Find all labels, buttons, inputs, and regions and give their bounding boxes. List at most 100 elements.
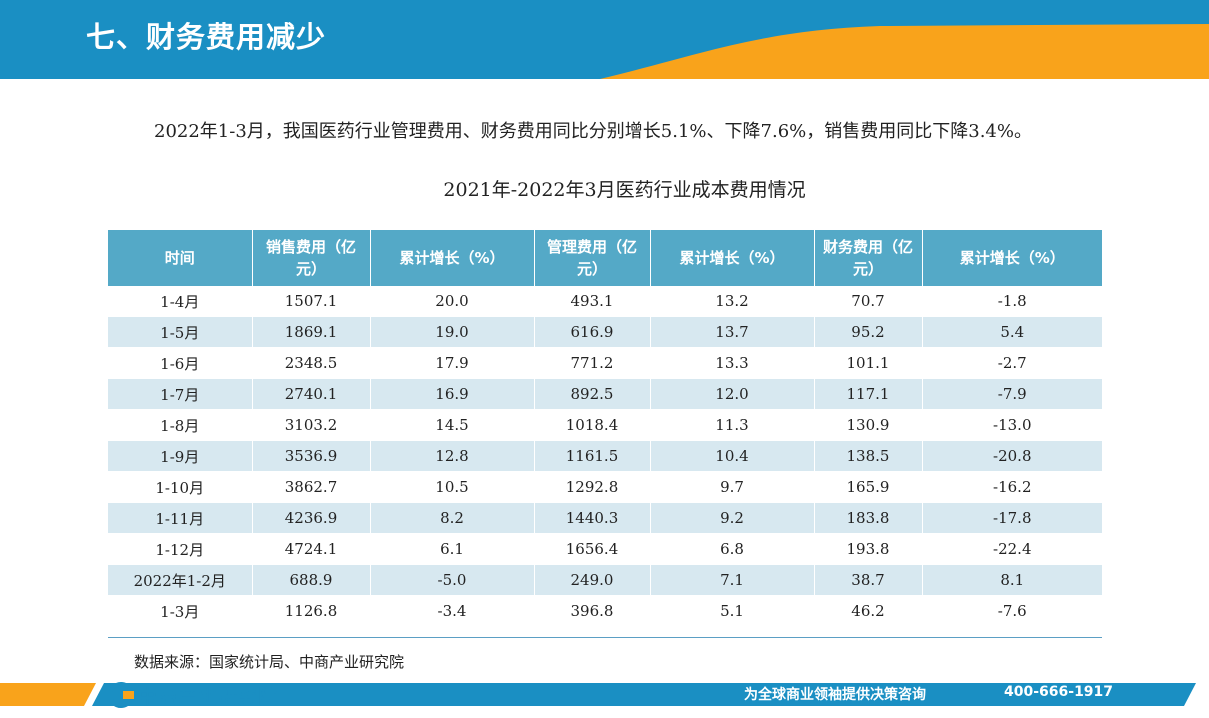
cell-sales-growth: 10.5 <box>370 471 535 503</box>
header-time: 时间 <box>108 230 253 286</box>
cell-finance-expense: 38.7 <box>814 564 923 596</box>
cell-admin-expense: 1292.8 <box>534 471 651 503</box>
cell-admin-growth: 7.1 <box>650 564 815 596</box>
cell-time: 1-4月 <box>108 286 253 317</box>
cell-admin-expense: 396.8 <box>534 595 651 627</box>
page-title: 七、财务费用减少 <box>86 20 327 54</box>
cell-finance-growth: -13.0 <box>922 409 1102 441</box>
footer-phone: 400-666-1917 <box>1004 684 1114 700</box>
cell-sales-expense: 3862.7 <box>252 471 371 503</box>
table-row: 1-3月 1126.8 -3.4 396.8 5.1 46.2 -7.6 <box>108 595 1102 627</box>
cell-time: 1-5月 <box>108 316 253 348</box>
cell-admin-expense: 771.2 <box>534 347 651 379</box>
cell-finance-growth: -22.4 <box>922 533 1102 565</box>
header-admin-expense: 管理费用（亿元） <box>534 230 651 286</box>
cell-time: 1-9月 <box>108 440 253 472</box>
cell-admin-growth: 13.2 <box>650 286 815 317</box>
footer-tagline: 为全球商业领袖提供决策咨询 <box>744 687 926 703</box>
header-finance-expense: 财务费用（亿元） <box>814 230 923 286</box>
source-note: 数据来源：国家统计局、中商产业研究院 <box>134 653 405 671</box>
cell-sales-expense: 3103.2 <box>252 409 371 441</box>
cell-sales-expense: 4724.1 <box>252 533 371 565</box>
cell-finance-expense: 165.9 <box>814 471 923 503</box>
cell-finance-growth: -1.8 <box>922 286 1102 317</box>
cell-time: 1-10月 <box>108 471 253 503</box>
cell-admin-growth: 13.7 <box>650 316 815 348</box>
cell-finance-expense: 70.7 <box>814 286 923 317</box>
logo-icon <box>108 682 134 708</box>
cell-admin-expense: 1656.4 <box>534 533 651 565</box>
table-row: 2022年1-2月 688.9 -5.0 249.0 7.1 38.7 8.1 <box>108 564 1102 596</box>
cell-admin-growth: 6.8 <box>650 533 815 565</box>
cell-finance-expense: 183.8 <box>814 502 923 534</box>
table-row: 1-8月 3103.2 14.5 1018.4 11.3 130.9 -13.0 <box>108 409 1102 441</box>
cell-time: 1-8月 <box>108 409 253 441</box>
intro-paragraph: 2022年1-3月，我国医药行业管理费用、财务费用同比分别增长5.1%、下降7.… <box>154 121 1032 142</box>
cell-time: 1-6月 <box>108 347 253 379</box>
cell-admin-growth: 9.7 <box>650 471 815 503</box>
cell-finance-growth: -20.8 <box>922 440 1102 472</box>
cell-admin-growth: 10.4 <box>650 440 815 472</box>
cell-time: 1-12月 <box>108 533 253 565</box>
cell-sales-growth: 8.2 <box>370 502 535 534</box>
cell-time: 1-11月 <box>108 502 253 534</box>
cell-admin-expense: 1018.4 <box>534 409 651 441</box>
header-sales-expense: 销售费用（亿元） <box>252 230 371 286</box>
cell-admin-growth: 12.0 <box>650 378 815 410</box>
cell-sales-growth: 14.5 <box>370 409 535 441</box>
header-accent-shape <box>600 24 1209 79</box>
table-title: 2021年-2022年3月医药行业成本费用情况 <box>443 179 806 201</box>
divider <box>108 637 1102 638</box>
cell-sales-growth: 17.9 <box>370 347 535 379</box>
table-row: 1-10月 3862.7 10.5 1292.8 9.7 165.9 -16.2 <box>108 471 1102 503</box>
cell-finance-expense: 117.1 <box>814 378 923 410</box>
header-bar: 七、财务费用减少 <box>0 0 1209 79</box>
cell-finance-growth: 5.4 <box>922 316 1102 348</box>
table-header-row: 时间 销售费用（亿元） 累计增长（%） 管理费用（亿元） 累计增长（%） 财务费… <box>108 230 1102 286</box>
table-row: 1-12月 4724.1 6.1 1656.4 6.8 193.8 -22.4 <box>108 533 1102 565</box>
table-row: 1-4月 1507.1 20.0 493.1 13.2 70.7 -1.8 <box>108 286 1102 317</box>
cell-finance-growth: -2.7 <box>922 347 1102 379</box>
cell-sales-growth: -5.0 <box>370 564 535 596</box>
cell-sales-growth: 19.0 <box>370 316 535 348</box>
cell-finance-expense: 46.2 <box>814 595 923 627</box>
cell-sales-expense: 1507.1 <box>252 286 371 317</box>
cell-admin-growth: 5.1 <box>650 595 815 627</box>
cell-admin-growth: 13.3 <box>650 347 815 379</box>
cell-sales-growth: 6.1 <box>370 533 535 565</box>
logo-text: 中商产业研究院 <box>138 686 279 708</box>
cell-finance-growth: -17.8 <box>922 502 1102 534</box>
cell-finance-expense: 193.8 <box>814 533 923 565</box>
footer-bar <box>0 683 1196 706</box>
header-finance-growth: 累计增长（%） <box>922 230 1102 286</box>
table-row: 1-5月 1869.1 19.0 616.9 13.7 95.2 5.4 <box>108 316 1102 348</box>
table-body: 1-4月 1507.1 20.0 493.1 13.2 70.7 -1.8 1-5月 1869.… <box>108 286 1102 627</box>
cell-sales-growth: 20.0 <box>370 286 535 317</box>
cell-finance-expense: 95.2 <box>814 316 923 348</box>
cell-finance-expense: 130.9 <box>814 409 923 441</box>
cell-sales-growth: 12.8 <box>370 440 535 472</box>
cell-admin-growth: 9.2 <box>650 502 815 534</box>
cell-admin-expense: 892.5 <box>534 378 651 410</box>
cell-admin-expense: 249.0 <box>534 564 651 596</box>
cell-finance-growth: -16.2 <box>922 471 1102 503</box>
cell-finance-expense: 138.5 <box>814 440 923 472</box>
cell-sales-growth: 16.9 <box>370 378 535 410</box>
cell-sales-expense: 4236.9 <box>252 502 371 534</box>
cell-finance-growth: -7.6 <box>922 595 1102 627</box>
cell-finance-expense: 101.1 <box>814 347 923 379</box>
table-row: 1-9月 3536.9 12.8 1161.5 10.4 138.5 -20.8 <box>108 440 1102 472</box>
cell-finance-growth: 8.1 <box>922 564 1102 596</box>
cell-sales-expense: 1869.1 <box>252 316 371 348</box>
table-row: 1-6月 2348.5 17.9 771.2 13.3 101.1 -2.7 <box>108 347 1102 379</box>
cell-time: 1-3月 <box>108 595 253 627</box>
table-row: 1-11月 4236.9 8.2 1440.3 9.2 183.8 -17.8 <box>108 502 1102 534</box>
cell-time: 1-7月 <box>108 378 253 410</box>
cell-sales-growth: -3.4 <box>370 595 535 627</box>
header-sales-growth: 累计增长（%） <box>370 230 535 286</box>
cell-sales-expense: 3536.9 <box>252 440 371 472</box>
cell-sales-expense: 688.9 <box>252 564 371 596</box>
cell-sales-expense: 2740.1 <box>252 378 371 410</box>
cell-admin-expense: 1161.5 <box>534 440 651 472</box>
table-row: 1-7月 2740.1 16.9 892.5 12.0 117.1 -7.9 <box>108 378 1102 410</box>
